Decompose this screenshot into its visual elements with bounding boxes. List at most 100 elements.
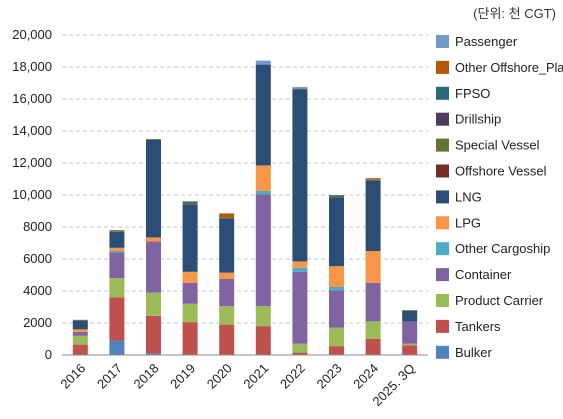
bar-segment	[109, 297, 125, 341]
bar-segment	[146, 139, 161, 140]
bar-segment	[72, 320, 88, 330]
bar-segment	[402, 311, 418, 322]
bar-segment	[365, 180, 381, 251]
bar-segment	[292, 352, 308, 355]
bar-segment	[182, 201, 198, 203]
y-tick-label: 4000	[23, 283, 52, 298]
bars	[72, 60, 418, 355]
legend-swatch	[436, 242, 449, 256]
legend-swatch	[436, 86, 449, 100]
legend-swatch	[436, 319, 449, 333]
legend-swatch	[436, 35, 449, 48]
legend-swatch	[436, 164, 449, 178]
bar-segment	[365, 283, 381, 322]
bar-segment	[109, 230, 125, 232]
x-tick-label: 2021	[240, 361, 271, 392]
legend-item: Special Vessel	[436, 138, 540, 153]
bar-segment	[329, 195, 344, 196]
bar-segment	[146, 315, 161, 354]
bar-segment	[109, 252, 125, 279]
legend-label: Passenger	[455, 34, 518, 49]
legend-swatch	[436, 345, 449, 359]
legend-swatch	[436, 190, 449, 204]
bar-segment	[365, 179, 381, 181]
x-tick-label: 2019	[167, 361, 198, 392]
legend-item: Other Cargoship	[436, 241, 550, 256]
unit-label: (단위: 천 CGT)	[473, 6, 556, 21]
legend-item: FPSO	[436, 86, 490, 101]
bar-segment	[72, 319, 88, 321]
bar-segment	[292, 87, 308, 89]
bar-segment	[72, 329, 88, 332]
bar-segment	[365, 178, 381, 180]
bar-segment	[219, 324, 235, 355]
y-tick-label: 20,000	[12, 27, 52, 42]
y-tick-label: 6000	[23, 251, 52, 266]
bar-segment	[255, 191, 271, 195]
bar-segment	[402, 343, 418, 346]
y-tick-label: 0	[45, 347, 52, 362]
legend-label: Special Vessel	[455, 138, 540, 153]
bar-segment	[402, 321, 418, 344]
y-tick-label: 8000	[23, 219, 52, 234]
bar-segment	[72, 331, 88, 336]
bar-segment	[255, 194, 271, 307]
bar-segment	[255, 165, 271, 191]
bar-segment	[329, 266, 344, 287]
bar-segment	[402, 310, 418, 311]
bar-segment	[292, 267, 308, 272]
y-tick-label: 2000	[23, 315, 52, 330]
bar-segment	[292, 261, 308, 268]
bar-segment	[109, 231, 125, 248]
bar-segment	[219, 306, 235, 325]
bar-segment	[219, 217, 235, 219]
legend: Passenger Other Offshore_Plant FPSO Drillsh…	[436, 34, 563, 360]
y-tick-label: 14,000	[12, 123, 52, 138]
bar-segment	[146, 292, 161, 316]
x-tick-label: 2020	[204, 361, 235, 392]
legend-item: Bulker	[436, 345, 493, 360]
legend-item: LPG	[436, 215, 481, 230]
bar-segment	[329, 197, 344, 267]
legend-label: Offshore Vessel	[455, 164, 547, 179]
legend-item: Offshore Vessel	[436, 164, 547, 179]
bar-segment	[146, 237, 161, 242]
bar-segment	[255, 60, 271, 65]
bar-segment	[292, 343, 308, 353]
legend-swatch	[436, 138, 449, 152]
bar-segment	[365, 339, 381, 355]
legend-label: Bulker	[455, 345, 493, 360]
bar-segment	[329, 290, 344, 328]
bar-segment	[72, 344, 88, 355]
bar-segment	[292, 88, 308, 90]
bar-segment	[292, 89, 308, 262]
legend-label: LNG	[455, 189, 482, 204]
legend-swatch	[436, 112, 449, 126]
bar-segment	[109, 340, 125, 355]
x-tick-label: 2022	[277, 361, 308, 392]
bar-segment	[402, 345, 418, 355]
bar-segment	[182, 303, 198, 323]
x-axis-tick-labels: 2016 2017 2018 2019 2020 2021 2022 2023 20242025…	[57, 361, 417, 409]
bar-segment	[182, 204, 198, 272]
y-axis-tick-labels: 0 2000 4000 6000 8000 10,000 12,000 14,000 16,00…	[12, 27, 52, 362]
bar-segment	[365, 251, 381, 283]
y-tick-label: 18,000	[12, 59, 52, 74]
bar-segment	[329, 346, 344, 355]
legend-item: Drillship	[436, 112, 501, 127]
x-tick-label: 2016	[57, 361, 88, 392]
legend-label: FPSO	[455, 86, 490, 101]
x-tick-label: 2023	[314, 361, 345, 392]
bar-segment	[182, 322, 198, 355]
legend-item: Tankers	[436, 319, 501, 334]
bar-segment	[182, 271, 198, 283]
legend-swatch	[436, 294, 449, 307]
bar-segment	[109, 251, 125, 253]
bar-segment	[219, 213, 235, 218]
legend-swatch	[436, 60, 449, 74]
bar-segment	[329, 287, 344, 291]
bar-segment	[72, 335, 88, 345]
y-tick-label: 16,000	[12, 91, 52, 106]
bar-segment	[109, 247, 125, 251]
